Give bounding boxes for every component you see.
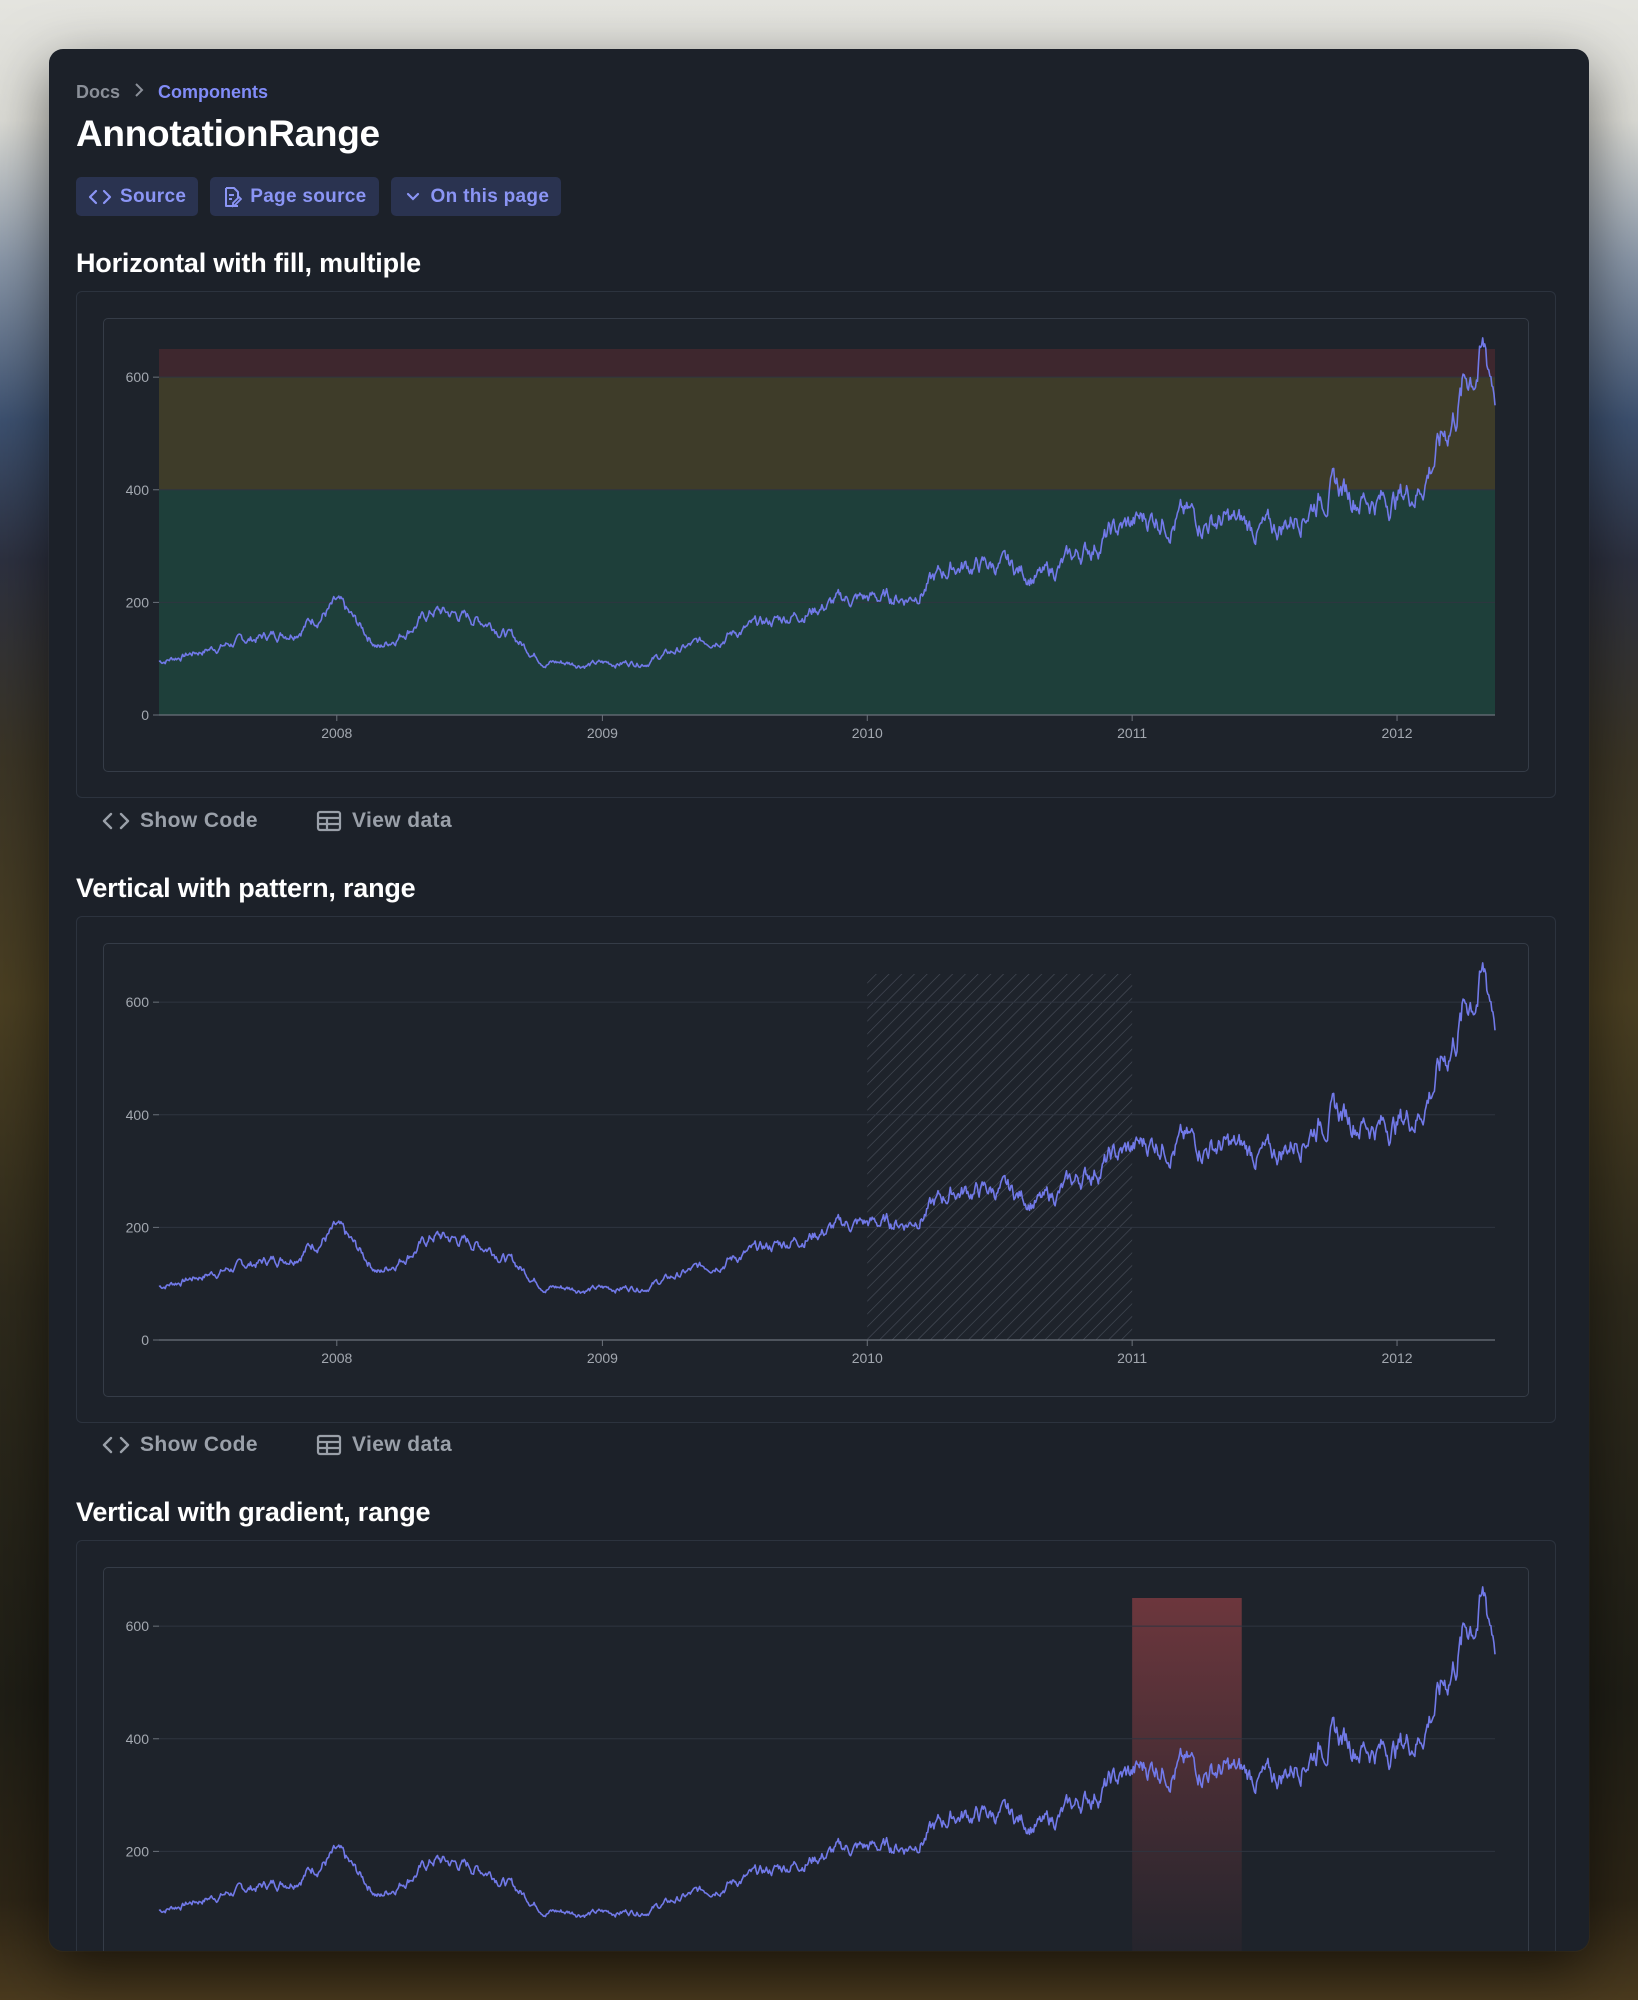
chart-container: 0 200 400 600 2008 2009 2010 2011 2012 bbox=[103, 318, 1529, 772]
source-button-label: Source bbox=[120, 185, 187, 207]
chart-vertical-pattern: 0 200 400 600 2008 2009 2010 2011 2012 bbox=[126, 962, 1496, 1366]
source-button[interactable]: Source bbox=[76, 177, 199, 216]
show-code-button[interactable]: Show Code bbox=[102, 809, 258, 833]
code-icon bbox=[102, 812, 130, 830]
y-tick-label: 600 bbox=[126, 994, 150, 1010]
y-tick-label: 600 bbox=[126, 369, 150, 385]
x-tick-label: 2008 bbox=[321, 725, 352, 741]
x-tick-label: 2008 bbox=[321, 1350, 352, 1366]
x-tick-label: 2010 bbox=[852, 1350, 883, 1366]
show-code-button[interactable]: Show Code bbox=[102, 1433, 258, 1457]
example-card-gradient: 200 400 600 2008 2009 2010 2011 2012 bbox=[76, 1540, 1556, 1951]
view-data-label: View data bbox=[351, 1433, 453, 1456]
page-actions: Source Page source On this page bbox=[76, 177, 562, 216]
section-heading-horizontal: Horizontal with fill, multiple bbox=[76, 248, 421, 278]
example-card-pattern: 0 200 400 600 2008 2009 2010 2011 2012 bbox=[76, 916, 1556, 1423]
on-this-page-button[interactable]: On this page bbox=[390, 177, 562, 216]
y-tick-label: 0 bbox=[141, 707, 149, 723]
on-this-page-button-label: On this page bbox=[430, 185, 550, 207]
view-data-label: View data bbox=[351, 809, 453, 832]
series-line bbox=[158, 1586, 1496, 1918]
y-tick-label: 200 bbox=[126, 1843, 150, 1859]
chevron-down-icon bbox=[406, 192, 419, 201]
section-heading-gradient: Vertical with gradient, range bbox=[76, 1497, 431, 1527]
table-icon bbox=[316, 810, 342, 832]
table-icon bbox=[316, 1434, 342, 1456]
example-card-horizontal: 0 200 400 600 2008 2009 2010 2011 2012 bbox=[76, 291, 1556, 798]
view-data-button[interactable]: View data bbox=[316, 809, 452, 833]
code-icon bbox=[88, 189, 112, 204]
y-tick-label: 200 bbox=[126, 594, 150, 610]
breadcrumb: Docs Components bbox=[76, 82, 268, 103]
section-heading-pattern: Vertical with pattern, range bbox=[76, 873, 416, 903]
series-line bbox=[158, 337, 1496, 669]
y-tick-label: 400 bbox=[126, 482, 150, 498]
y-tick-label: 400 bbox=[126, 1731, 150, 1747]
page-source-button[interactable]: Page source bbox=[210, 177, 379, 216]
y-tick-label: 400 bbox=[126, 1107, 150, 1123]
show-code-label: Show Code bbox=[140, 809, 258, 832]
breadcrumb-current[interactable]: Components bbox=[158, 82, 269, 102]
x-tick-label: 2012 bbox=[1381, 725, 1412, 741]
x-tick-label: 2009 bbox=[587, 725, 618, 741]
chevron-right-icon bbox=[134, 82, 144, 103]
show-code-label: Show Code bbox=[140, 1433, 258, 1456]
chart-container: 0 200 400 600 2008 2009 2010 2011 2012 bbox=[103, 943, 1529, 1397]
annotation-range-pattern bbox=[867, 974, 1133, 1340]
example-actions: Show Code View data bbox=[102, 809, 452, 833]
page-source-button-label: Page source bbox=[250, 185, 367, 207]
y-tick-label: 0 bbox=[141, 1332, 149, 1348]
x-tick-label: 2011 bbox=[1117, 1350, 1147, 1366]
annotation-range-band bbox=[159, 377, 1495, 490]
chart-container: 200 400 600 2008 2009 2010 2011 2012 bbox=[103, 1567, 1529, 1951]
app-window: Docs Components AnnotationRange Source P… bbox=[49, 49, 1589, 1951]
x-tick-label: 2010 bbox=[852, 725, 883, 741]
y-tick-label: 200 bbox=[126, 1219, 150, 1235]
x-tick-label: 2012 bbox=[1381, 1350, 1412, 1366]
breadcrumb-docs-link[interactable]: Docs bbox=[76, 82, 121, 102]
file-edit-icon bbox=[225, 186, 243, 207]
example-actions: Show Code View data bbox=[102, 1433, 452, 1457]
page-title: AnnotationRange bbox=[76, 113, 380, 154]
chart-horizontal-fill: 0 200 400 600 2008 2009 2010 2011 2012 bbox=[126, 337, 1496, 741]
x-tick-label: 2011 bbox=[1117, 725, 1147, 741]
annotation-range-band bbox=[159, 349, 1495, 378]
code-icon bbox=[102, 1436, 130, 1454]
x-tick-label: 2009 bbox=[587, 1350, 618, 1366]
view-data-button[interactable]: View data bbox=[316, 1433, 452, 1457]
y-tick-label: 600 bbox=[126, 1618, 150, 1634]
series-line bbox=[158, 962, 1496, 1294]
annotation-range-gradient bbox=[1132, 1598, 1242, 1951]
